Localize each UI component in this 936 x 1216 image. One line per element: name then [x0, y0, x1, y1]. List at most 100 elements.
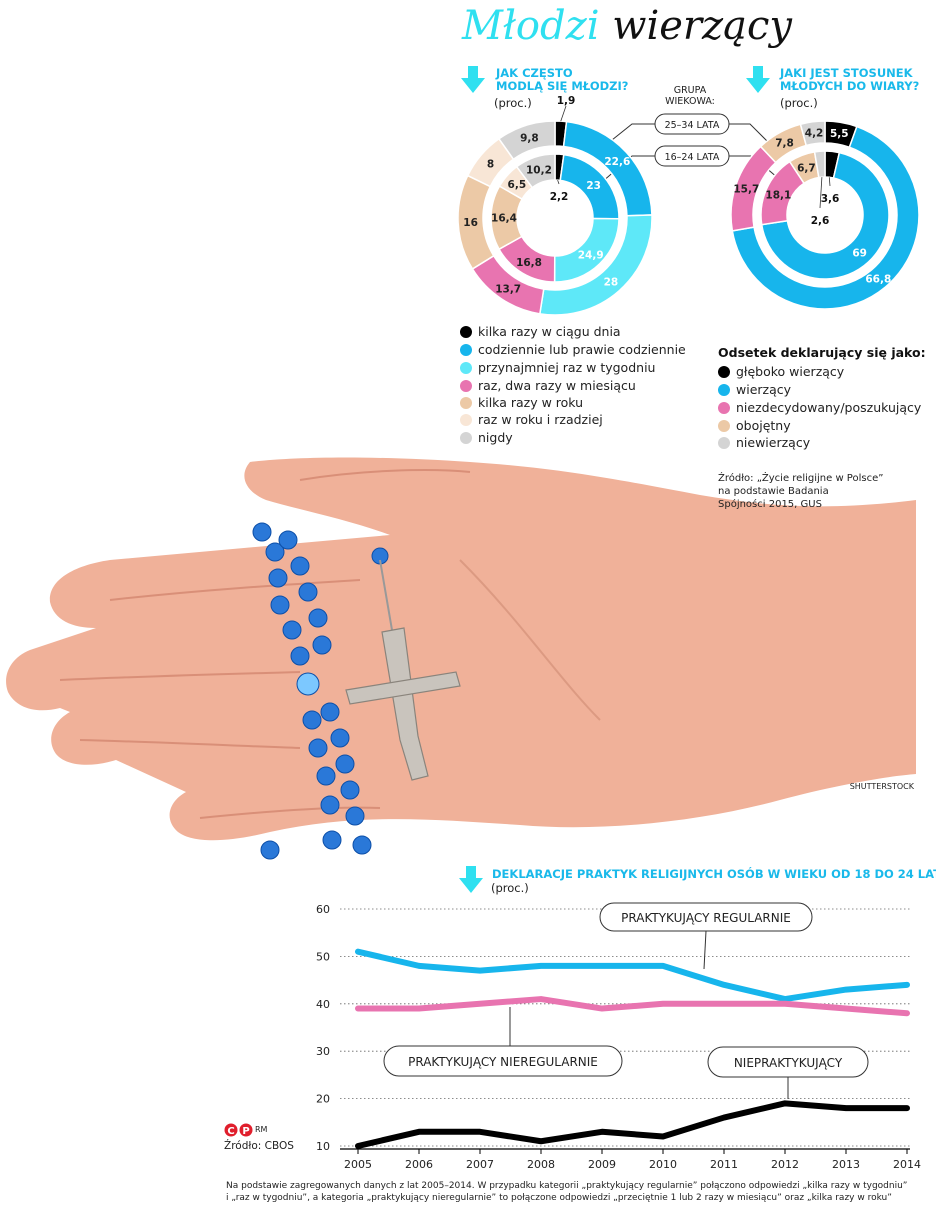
x-tick-label: 2009: [588, 1158, 616, 1171]
group-label-line1: GRUPA: [674, 85, 707, 96]
series-line-irregular-point: [601, 1008, 603, 1010]
source-top: Źródło: „Życie religijne w Polsce” na po…: [718, 472, 883, 511]
legend-prayer-item: raz, dwa razy w miesiącu: [460, 378, 636, 394]
label-irregular-pill: [383, 1045, 623, 1077]
x-tick-label: 2005: [344, 1158, 372, 1171]
label-irregular: PRAKTYKUJĄCY NIEREGULARNIE: [408, 1055, 598, 1069]
legend-label: nigdy: [478, 430, 513, 445]
group-outer-label: 25–34 LATA: [665, 120, 720, 131]
legend-prayer-item: kilka razy w roku: [460, 395, 583, 411]
faith-donut-ring0-segment: [799, 120, 826, 147]
faith-donut-ring1-value: 6,7: [797, 163, 816, 175]
title-part1: Młodzi: [462, 3, 600, 49]
legend-swatch: [718, 366, 730, 378]
prayer-donut-ring0-value: 28: [604, 276, 619, 288]
y-tick-label: 30: [316, 1045, 330, 1058]
crucifix-illustration: [345, 627, 461, 781]
hand-illustration: [6, 457, 917, 841]
down-arrow-icon: [746, 66, 770, 93]
right-unit: (proc.): [780, 96, 818, 110]
legend-prayer-item: raz w roku i rzadziej: [460, 412, 603, 428]
series-line-non-point: [723, 1117, 725, 1119]
footnote: Na podstawie zagregowanych danych z lat …: [226, 1180, 926, 1204]
series-line-non-point: [540, 1140, 542, 1142]
prayer-donut-ring0-value: 13,7: [495, 283, 521, 295]
x-tick-label: 2011: [710, 1158, 738, 1171]
left-heading-line2: MODLĄ SIĘ MŁODZI?: [496, 79, 629, 93]
legend-faith-item: głęboko wierzący: [718, 364, 844, 380]
legend-label: kilka razy w roku: [478, 395, 584, 410]
series-line-regular-point: [357, 951, 359, 953]
prayer-donut-ring1-value: 16,8: [516, 257, 542, 269]
logo-text: RM: [255, 1125, 268, 1134]
svg-text:P: P: [242, 1126, 249, 1137]
left-unit: (proc.): [494, 96, 532, 110]
down-arrow-icon: [459, 866, 483, 893]
x-tick-label: 2008: [527, 1158, 555, 1171]
prayer-donut-ring0-segment: [497, 120, 556, 161]
prayer-donut-label-leader: [557, 179, 560, 185]
legend-faith-item: niezdecydowany/poszukujący: [718, 400, 921, 416]
legend-label: raz, dwa razy w miesiącu: [478, 378, 636, 393]
series-line-non-point: [479, 1131, 481, 1133]
y-tick-label: 50: [316, 950, 330, 963]
series-line-irregular-point: [723, 1003, 725, 1005]
x-tick-label: 2007: [466, 1158, 494, 1171]
prayer-donut-ring0-value: 1,9: [557, 95, 576, 107]
series-line-irregular-point: [784, 1003, 786, 1005]
prayer-donut-ring0-value: 8: [487, 158, 494, 170]
legend-faith-item: obojętny: [718, 418, 791, 434]
legend-label: raz w roku i rzadziej: [478, 412, 603, 427]
label-regular: PRAKTYKUJĄCY REGULARNIE: [621, 911, 791, 925]
rosary-illustration: [252, 522, 389, 860]
faith-donut-ring0-value: 15,7: [733, 184, 759, 196]
faith-donut-ring0-value: 7,8: [775, 138, 794, 150]
legend-label: obojętny: [736, 418, 791, 433]
footnote-line1: Na podstawie zagregowanych danych z lat …: [226, 1181, 908, 1191]
series-line-non-point: [418, 1131, 420, 1133]
line-chart: 10 20 30 40 50 60 2005 2006 2007 2008 2009 2010 2011…: [316, 902, 921, 1171]
series-line-non-point: [845, 1107, 847, 1109]
x-tick-label: 2012: [771, 1158, 799, 1171]
legend-swatch: [460, 397, 472, 409]
series-line-irregular-point: [906, 1012, 908, 1014]
group-outer-connector-right: [729, 123, 769, 143]
line-chart-unit: (proc.): [491, 881, 529, 895]
series-line-regular-point: [662, 965, 664, 967]
prayer-donut-ring1-value: 2,2: [550, 191, 569, 203]
series-line-regular: [355, 948, 910, 1003]
group-inner-label: 16–24 LATA: [665, 152, 720, 163]
legend-prayer-item: przynajmniej raz w tygodniu: [460, 360, 655, 376]
series-line-regular-point: [418, 965, 420, 967]
series-line-irregular-point: [845, 1008, 847, 1010]
source-top-line1: Źródło: „Życie religijne w Polsce”: [718, 473, 884, 484]
left-heading-line1: JAK CZĘSTO: [496, 66, 573, 80]
right-heading-line2: MŁODYCH DO WIARY?: [780, 79, 920, 93]
series-line-regular-point: [845, 989, 847, 991]
down-arrow-icon: [461, 66, 485, 93]
x-tick-label: 2013: [832, 1158, 860, 1171]
legend-swatch: [718, 384, 730, 396]
series-line-non-point: [906, 1107, 908, 1109]
legend-swatch: [460, 362, 472, 374]
photo-credit: SHUTTERSTOCK: [850, 782, 915, 791]
legend-prayer-item: codziennie lub prawie codziennie: [460, 342, 686, 358]
series-line-regular-point: [601, 965, 603, 967]
faith-donut-ring0-value: 4,2: [805, 128, 824, 140]
legend-label: niezdecydowany/poszukujący: [736, 400, 922, 415]
legend-swatch: [718, 420, 730, 432]
faith-donut-ring0-segment: [731, 125, 920, 310]
series-line-regular-point: [479, 970, 481, 972]
series-line-regular-point: [723, 984, 725, 986]
legend-label: codziennie lub prawie codziennie: [478, 342, 686, 357]
legend-label: kilka razy w ciągu dnia: [478, 324, 621, 339]
y-tick-label: 60: [316, 903, 330, 916]
series-line-irregular-point: [418, 1008, 420, 1010]
x-tick-label: 2010: [649, 1158, 677, 1171]
y-tick-label: 10: [316, 1140, 330, 1153]
source-top-line2: na podstawie Badania: [718, 486, 829, 497]
series-line-non-point: [662, 1136, 664, 1138]
left-heading: JAK CZĘSTO MODLĄ SIĘ MŁODZI?: [496, 67, 628, 93]
series-line-irregular-point: [479, 1003, 481, 1005]
faith-donut-ring1-value: 2,6: [811, 215, 830, 227]
